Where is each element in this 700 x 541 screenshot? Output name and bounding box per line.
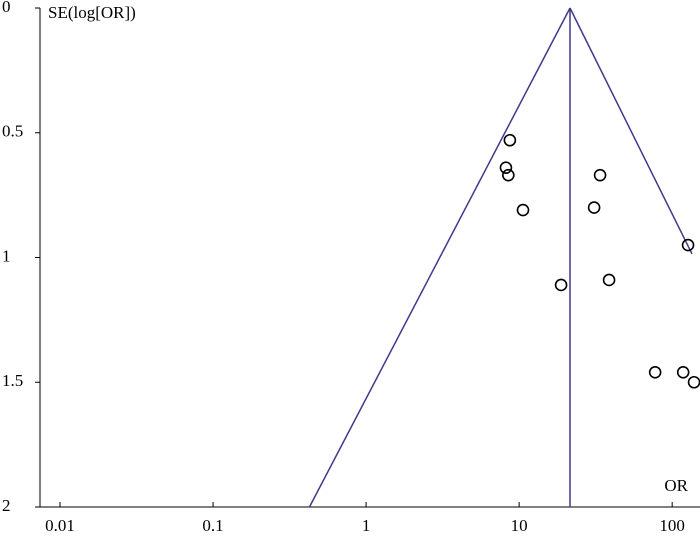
y-tick-label: 0 [2, 0, 11, 16]
study-point [648, 365, 662, 379]
x-tick-label: 1 [362, 516, 371, 535]
x-tick-label: 0.01 [45, 516, 75, 535]
funnel-right [569, 7, 693, 255]
x-tick-label: 0.1 [202, 516, 223, 535]
study-point [554, 278, 568, 292]
funnel-left [308, 7, 571, 508]
study-point [499, 161, 513, 174]
x-tick-label: 10 [511, 516, 528, 535]
study-point [502, 168, 515, 182]
x-tick-label: 100 [659, 516, 685, 535]
study-point [503, 133, 517, 147]
y-axis-label: SE(log[OR]) [48, 3, 136, 22]
study-point [687, 375, 700, 389]
study-point [602, 273, 616, 287]
x-axis-label: OR [664, 476, 688, 495]
study-point [587, 201, 601, 214]
y-tick-label: 1.5 [2, 371, 23, 390]
y-tick-label: 0.5 [2, 122, 23, 141]
y-tick-label: 2 [2, 496, 11, 515]
y-tick-label: 1 [2, 246, 11, 265]
study-point [593, 168, 607, 182]
study-point [676, 365, 690, 379]
study-point [516, 203, 530, 217]
study-point [681, 238, 695, 252]
